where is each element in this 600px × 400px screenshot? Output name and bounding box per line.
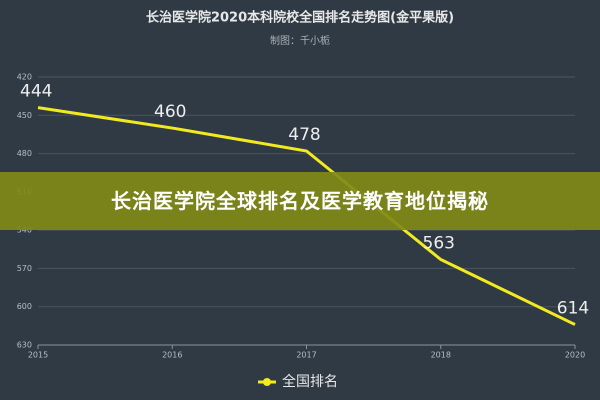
y-tick-label: 600 (17, 302, 32, 311)
x-tick-label: 2016 (162, 351, 182, 360)
x-tick-label: 2018 (431, 351, 451, 360)
x-tick-label: 2015 (28, 351, 48, 360)
y-tick-label: 570 (17, 264, 32, 273)
data-label: 444 (20, 82, 52, 102)
data-label: 563 (423, 233, 455, 253)
data-label: 614 (557, 299, 589, 319)
y-tick-label: 480 (17, 149, 32, 158)
y-tick-label: 630 (17, 341, 32, 350)
x-tick-label: 2020 (565, 351, 585, 360)
y-tick-label: 420 (17, 73, 32, 82)
x-tick-label: 2017 (296, 351, 316, 360)
legend-marker (263, 378, 271, 386)
chart-subtitle: 制图：千小栀 (270, 34, 330, 47)
data-label: 478 (288, 125, 320, 145)
legend-label: 全国排名 (282, 373, 338, 390)
data-label: 460 (154, 102, 186, 122)
chart-title: 长治医学院2020本科院校全国排名走势图(金平果版) (146, 10, 454, 26)
line (37, 106, 576, 326)
banner: 长治医学院全球排名及医学教育地位揭秘 (0, 172, 600, 230)
y-tick-label: 450 (17, 111, 32, 120)
y-tick-label: 540 (17, 226, 32, 235)
